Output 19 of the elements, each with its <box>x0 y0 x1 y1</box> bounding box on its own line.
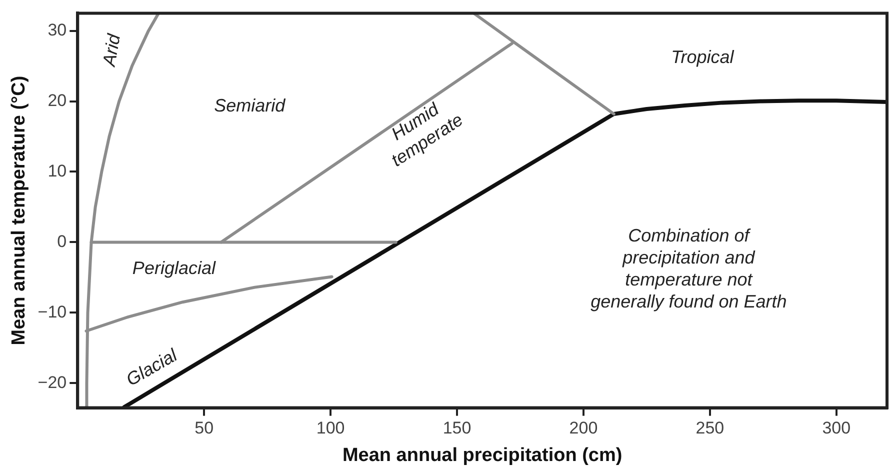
x-tick-label: 150 <box>442 418 472 438</box>
y-tick-label: −20 <box>38 372 67 392</box>
annotation: Arid <box>98 32 124 69</box>
annotation: Combination of precipitation and temperature not generally found on Earth <box>590 226 787 312</box>
annotation: Semiarid <box>214 96 286 116</box>
y-tick-label: 30 <box>48 20 67 40</box>
annotation: Periglacial <box>132 258 216 278</box>
y-tick-label: 0 <box>57 232 67 251</box>
x-tick-label: 250 <box>696 418 724 438</box>
x-tick-label: 100 <box>316 418 345 438</box>
x-tick-label: 200 <box>569 418 598 438</box>
y-tick-label: 10 <box>48 161 67 180</box>
x-axis-title: Mean annual precipitation (cm) <box>342 444 622 466</box>
y-tick-label: 20 <box>48 90 67 110</box>
x-tick-label: 300 <box>822 418 851 438</box>
annotation: Tropical <box>671 47 735 68</box>
y-tick-label: −10 <box>38 302 67 322</box>
x-tick-label: 50 <box>194 418 214 438</box>
y-axis-title: Mean annual temperature (°C) <box>8 76 30 346</box>
